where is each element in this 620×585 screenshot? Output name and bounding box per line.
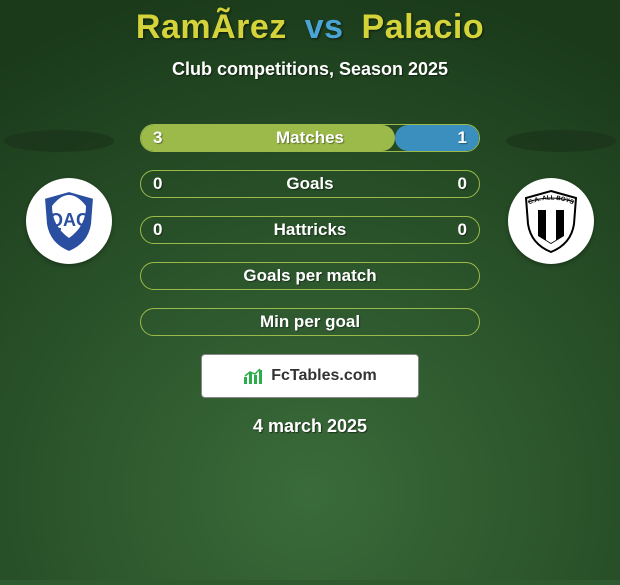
stat-label: Min per goal xyxy=(260,312,360,332)
subtitle: Club competitions, Season 2025 xyxy=(172,59,448,80)
stat-value-left: 0 xyxy=(153,174,162,194)
stat-row: Goals per match xyxy=(140,262,480,290)
stat-label: Matches xyxy=(276,128,344,148)
stats-rows: Matches 3 1 Goals 0 0 Hattricks 0 0 Goals per mat… xyxy=(0,124,620,336)
page-title: RamÃrez vs Palacio xyxy=(136,8,484,47)
player2-name: Palacio xyxy=(362,8,485,46)
stat-label: Goals xyxy=(286,174,333,194)
stat-value-right: 0 xyxy=(458,220,467,240)
stat-value-left: 3 xyxy=(153,128,162,148)
stat-label: Hattricks xyxy=(274,220,347,240)
stat-value-left: 0 xyxy=(153,220,162,240)
stat-value-right: 1 xyxy=(458,128,467,148)
stat-row: Matches 3 1 xyxy=(140,124,480,152)
content-container: RamÃrez vs Palacio Club competitions, Se… xyxy=(0,0,620,580)
stat-row: Hattricks 0 0 xyxy=(140,216,480,244)
vs-label: vs xyxy=(305,8,344,46)
stat-row: Goals 0 0 xyxy=(140,170,480,198)
stat-value-right: 0 xyxy=(458,174,467,194)
player1-name: RamÃrez xyxy=(136,8,287,46)
brand-badge: FcTables.com xyxy=(201,354,419,398)
stat-row: Min per goal xyxy=(140,308,480,336)
brand-text: FcTables.com xyxy=(271,367,377,385)
chart-icon xyxy=(243,367,265,385)
stat-label: Goals per match xyxy=(243,266,376,286)
footer-date: 4 march 2025 xyxy=(253,416,367,437)
stat-fill-left xyxy=(141,125,395,151)
